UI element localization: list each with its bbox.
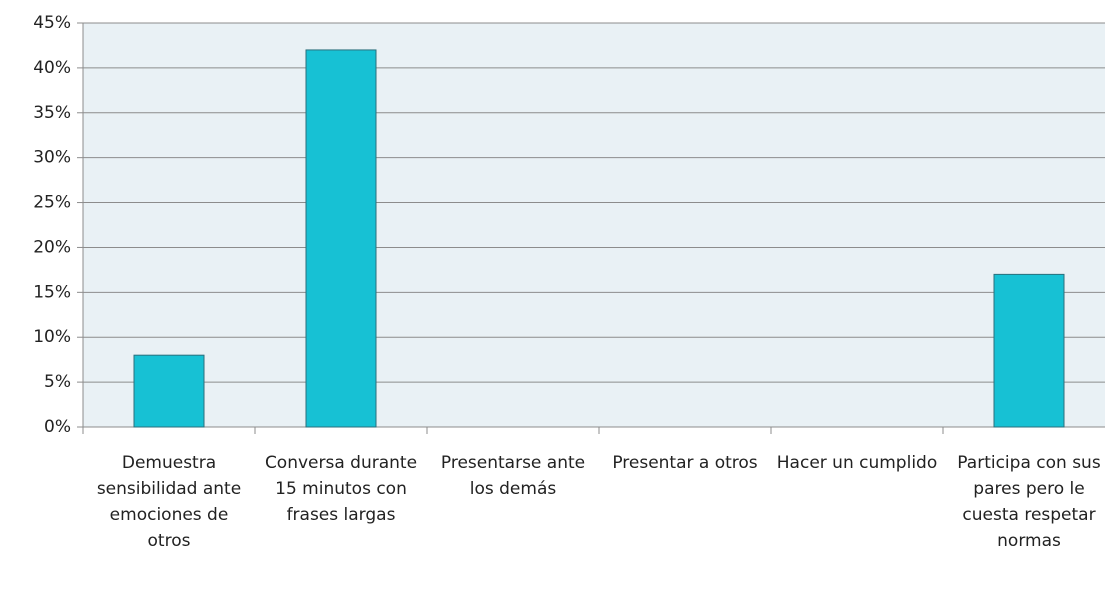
y-tick-label: 5% — [44, 372, 71, 392]
y-tick-label: 25% — [33, 193, 71, 213]
x-tick-label: Demuestra sensibilidad ante emociones de… — [96, 453, 242, 551]
bar — [305, 49, 377, 428]
bar — [133, 354, 205, 428]
x-tick-label: Conversa durante 15 minutos con frases l… — [264, 453, 418, 525]
y-tick-label: 0% — [44, 417, 71, 437]
x-tick-label: Participa con sus pares pero le cuesta r… — [957, 453, 1101, 551]
y-tick-label: 40% — [33, 58, 71, 78]
x-tick-label: Presentar a otros — [612, 453, 758, 473]
y-tick-label: 45% — [33, 13, 71, 33]
y-tick-label: 20% — [33, 237, 71, 257]
y-tick-label: 10% — [33, 327, 71, 347]
x-tick-label: Hacer un cumplido — [776, 453, 938, 473]
y-tick-label: 35% — [33, 103, 71, 123]
bar — [993, 273, 1065, 428]
y-tick-label: 15% — [33, 282, 71, 302]
y-tick-label: 30% — [33, 148, 71, 168]
plot-area — [83, 23, 1105, 427]
x-tick-label: Presentarse ante los demás — [440, 453, 586, 499]
